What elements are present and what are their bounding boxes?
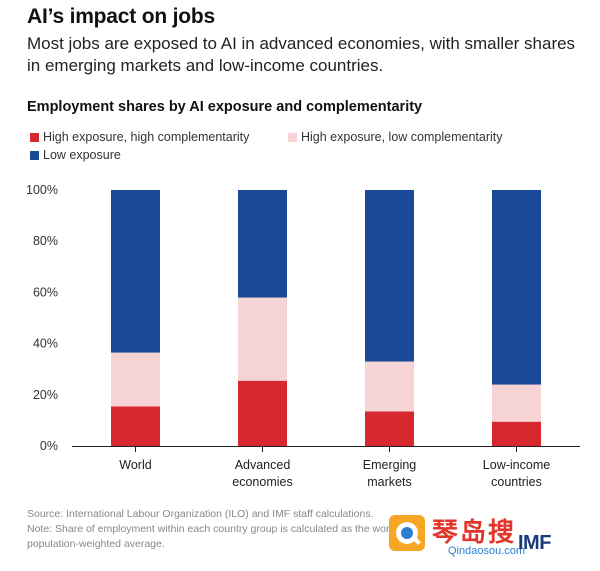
- imf-logo: IMF: [518, 532, 551, 554]
- bar-segment: [492, 384, 541, 422]
- bar-segment: [365, 190, 414, 362]
- chart-title: Employment shares by AI exposure and com…: [27, 99, 423, 115]
- x-tick-label: Low-income countries: [483, 458, 550, 489]
- methodology-note-cont: population-weighted average.: [27, 538, 165, 550]
- x-tick-label: Advanced economies: [232, 458, 292, 489]
- legend-item-low: Low exposure: [30, 148, 121, 162]
- bar-segment: [238, 380, 287, 446]
- bar-segment: [111, 190, 160, 353]
- watermark-domain: Qindaosou.com: [448, 545, 526, 557]
- legend-item-high-high: High exposure, high complementarity: [30, 130, 249, 144]
- legend-label: High exposure, high complementarity: [43, 130, 250, 144]
- bar-segment: [492, 190, 541, 385]
- y-tick-label: 20%: [33, 388, 58, 402]
- x-tick-label: World: [119, 458, 151, 472]
- y-tick-label: 60%: [33, 285, 58, 299]
- y-tick-label: 80%: [33, 234, 58, 248]
- bar-segment: [238, 297, 287, 381]
- watermark-chinese: 琴岛搜: [432, 517, 517, 547]
- bar-segment: [365, 411, 414, 446]
- bar-segment: [111, 406, 160, 446]
- legend-swatch-low: [30, 150, 39, 160]
- y-tick-label: 40%: [33, 337, 58, 351]
- bar-segment: [492, 421, 541, 446]
- page-title: AI’s impact on jobs: [27, 5, 215, 28]
- y-tick-label: 100%: [26, 183, 58, 197]
- stacked-bar-chart: 0% 20% 40% 60% 80% 100% World Advanced economies…: [26, 183, 580, 489]
- legend-label: Low exposure: [43, 148, 121, 162]
- bar-segment: [238, 190, 287, 298]
- legend-label: High exposure, low complementarity: [301, 130, 503, 144]
- methodology-note: Note: Share of employment within each co…: [27, 523, 407, 535]
- legend-item-high-low: High exposure, low complementarity: [288, 130, 502, 144]
- watermark-logo-icon: [389, 515, 425, 551]
- bar-segment: [111, 352, 160, 407]
- x-tick-label: Emerging markets: [363, 458, 417, 489]
- source-note: Source: International Labour Organizatio…: [27, 508, 374, 520]
- bar-segment: [365, 361, 414, 412]
- legend-swatch-high-low: [288, 132, 297, 142]
- y-tick-label: 0%: [40, 439, 58, 453]
- watermark: 琴岛搜 Qindaosou.com: [388, 512, 525, 560]
- page-subtitle: Most jobs are exposed to AI in advanced …: [27, 34, 576, 75]
- legend-swatch-high-high: [30, 132, 39, 142]
- chart-notes: Source: International Labour Organizatio…: [27, 507, 407, 552]
